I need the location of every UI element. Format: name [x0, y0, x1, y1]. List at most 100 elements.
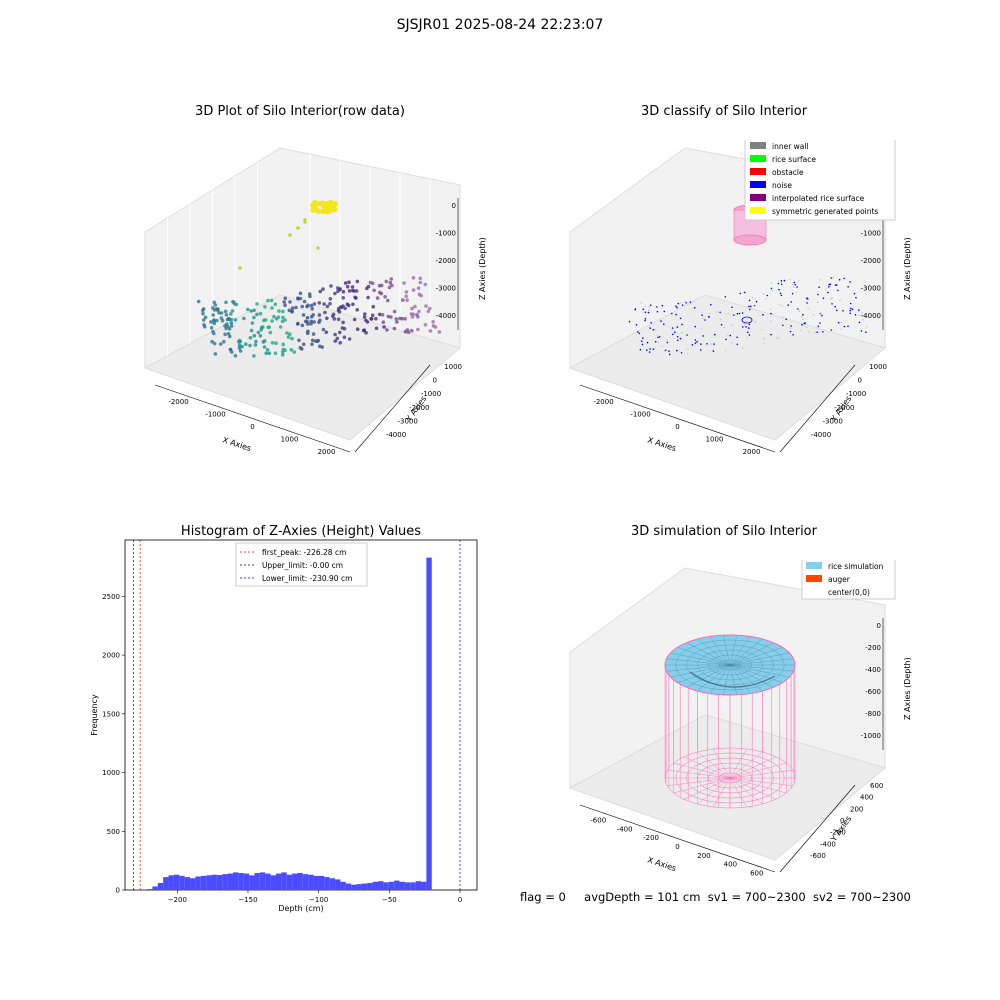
histogram-bar [361, 883, 368, 890]
data-point [778, 304, 781, 306]
data-point [762, 293, 765, 295]
data-point [742, 326, 744, 328]
data-point [802, 313, 804, 316]
data-point [858, 314, 860, 317]
data-point [748, 299, 751, 302]
data-point [305, 315, 310, 320]
data-point [746, 336, 748, 339]
data-point [720, 323, 723, 326]
histogram-bar [410, 882, 416, 890]
z-tick-label: -2000 [436, 257, 456, 265]
data-point [224, 300, 228, 305]
data-point [635, 324, 638, 326]
data-point [817, 325, 820, 328]
data-point [343, 281, 348, 285]
data-point [647, 309, 650, 312]
data-point [203, 315, 208, 320]
data-point [639, 348, 642, 351]
data-point [821, 314, 823, 317]
z-tick-label: -4000 [436, 312, 456, 320]
data-point [341, 289, 346, 294]
data-point [423, 282, 428, 287]
data-point [316, 338, 320, 343]
z-axis-label: Z Axies (Depth) [903, 237, 912, 300]
legend-label: interpolated rice surface [772, 194, 865, 203]
histogram-bar [313, 875, 319, 890]
data-point [283, 348, 287, 352]
z-tick-label: -1000 [436, 230, 456, 238]
data-point [333, 339, 338, 343]
data-point [782, 316, 784, 319]
legend-swatch [750, 207, 766, 214]
histogram-bar [136, 889, 142, 890]
histogram-bar [340, 881, 346, 890]
data-point [702, 335, 704, 337]
histogram-bar [297, 872, 303, 890]
data-point [254, 339, 258, 344]
data-point [770, 312, 772, 315]
data-point [647, 311, 650, 314]
data-point [280, 353, 285, 357]
data-point [244, 342, 248, 346]
data-point [794, 283, 797, 286]
data-point [392, 309, 397, 314]
y-tick-label: 1500 [102, 710, 120, 718]
data-point [281, 342, 285, 347]
data-point [828, 283, 830, 286]
data-point [298, 346, 303, 350]
data-point [213, 303, 218, 307]
data-point [701, 327, 703, 329]
data-point [347, 280, 351, 284]
data-point [211, 313, 215, 317]
data-point [390, 283, 394, 288]
data-point [237, 346, 242, 350]
data-point [828, 286, 830, 288]
reference-lines [133, 540, 461, 890]
data-point [849, 281, 851, 283]
data-point [699, 349, 702, 351]
data-point [777, 282, 780, 285]
data-point [310, 307, 314, 311]
histogram-bar [356, 884, 362, 890]
data-point [649, 327, 651, 329]
data-point [853, 292, 856, 295]
data-point [644, 305, 646, 308]
data-point [646, 349, 648, 351]
data-point [240, 344, 244, 349]
data-point [387, 285, 392, 290]
data-point [288, 300, 292, 304]
data-point [285, 331, 289, 335]
data-point [785, 318, 787, 321]
data-point [843, 325, 846, 328]
floor-pane [568, 294, 887, 441]
panel1-title: 3D Plot of Silo Interior(row data) [195, 104, 405, 119]
data-point [426, 309, 431, 314]
data-point [410, 315, 415, 319]
x-tick-label: 200 [697, 852, 710, 860]
histogram-bar [211, 874, 217, 890]
data-point [354, 289, 359, 293]
data-point [332, 201, 338, 207]
data-point [371, 281, 375, 286]
data-point [747, 331, 749, 334]
data-point [656, 306, 658, 308]
data-point [263, 305, 267, 309]
z-tick-label: 0 [452, 202, 456, 210]
data-point [437, 330, 442, 334]
data-point [805, 326, 808, 328]
data-point [792, 286, 795, 289]
data-point [272, 314, 276, 319]
histogram-bar [249, 875, 255, 890]
x-axis-label: X Axies [646, 435, 677, 453]
data-point [736, 313, 739, 315]
data-point [804, 322, 807, 324]
data-point [332, 207, 338, 213]
data-point [776, 337, 778, 339]
data-point [832, 276, 834, 279]
data-point [694, 325, 696, 328]
data-point [246, 307, 250, 312]
histogram-bar [329, 878, 336, 890]
data-point [648, 351, 651, 353]
data-point [671, 312, 673, 315]
data-point [668, 350, 670, 352]
